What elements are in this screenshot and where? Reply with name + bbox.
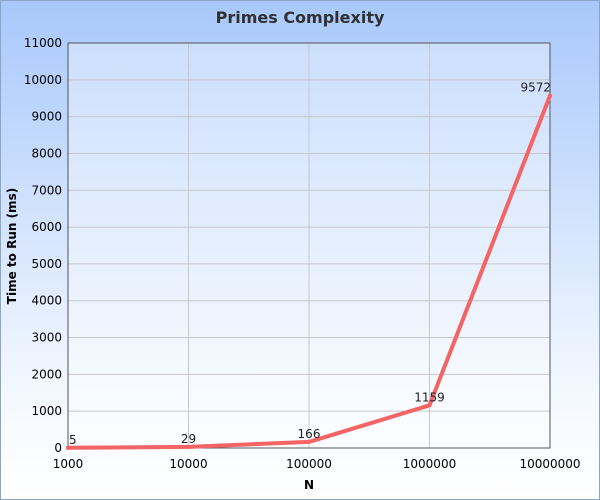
y-tick-label: 9000 <box>31 110 62 124</box>
data-point <box>548 93 552 98</box>
data-label: 29 <box>181 432 196 446</box>
data-label: 5 <box>69 433 77 447</box>
data-labels: 5 29 166 1159 9572 <box>69 81 551 447</box>
y-tick-label: 10000 <box>24 73 62 87</box>
y-tick-labels: 0 1000 2000 3000 4000 5000 6000 7000 8000 9000 100… <box>24 36 62 455</box>
y-tick-label: 0 <box>54 441 62 455</box>
plot-area <box>67 42 551 449</box>
data-label: 166 <box>298 427 321 441</box>
data-point <box>307 439 311 444</box>
x-tick-label: 10000 <box>169 457 207 471</box>
x-tick-label: 1000000 <box>403 457 456 471</box>
y-tick-label: 1000 <box>31 404 62 418</box>
x-axis-label: N <box>304 478 314 492</box>
grid <box>68 43 550 448</box>
x-tick-label: 100000 <box>286 457 332 471</box>
y-tick-label: 7000 <box>31 183 62 197</box>
data-point <box>186 444 191 449</box>
y-tick-label: 3000 <box>31 331 62 345</box>
data-label: 1159 <box>414 390 445 404</box>
points-layer <box>66 93 552 450</box>
chart-title: Primes Complexity <box>215 8 385 27</box>
y-tick-label: 6000 <box>31 220 62 234</box>
y-tick-label: 5000 <box>31 257 62 271</box>
y-tick-label: 11000 <box>24 36 62 50</box>
data-label: 9572 <box>520 81 551 95</box>
x-tick-label: 10000000 <box>519 457 580 471</box>
y-axis-label: Time to Run (ms) <box>5 188 19 304</box>
y-tick-label: 8000 <box>31 146 62 160</box>
data-point <box>427 403 432 408</box>
y-tick-label: 2000 <box>31 367 62 381</box>
x-tick-labels: 1000 10000 100000 1000000 10000000 <box>53 457 581 471</box>
y-tick-label: 4000 <box>31 294 62 308</box>
data-point <box>66 445 70 450</box>
x-tick-label: 1000 <box>53 457 84 471</box>
